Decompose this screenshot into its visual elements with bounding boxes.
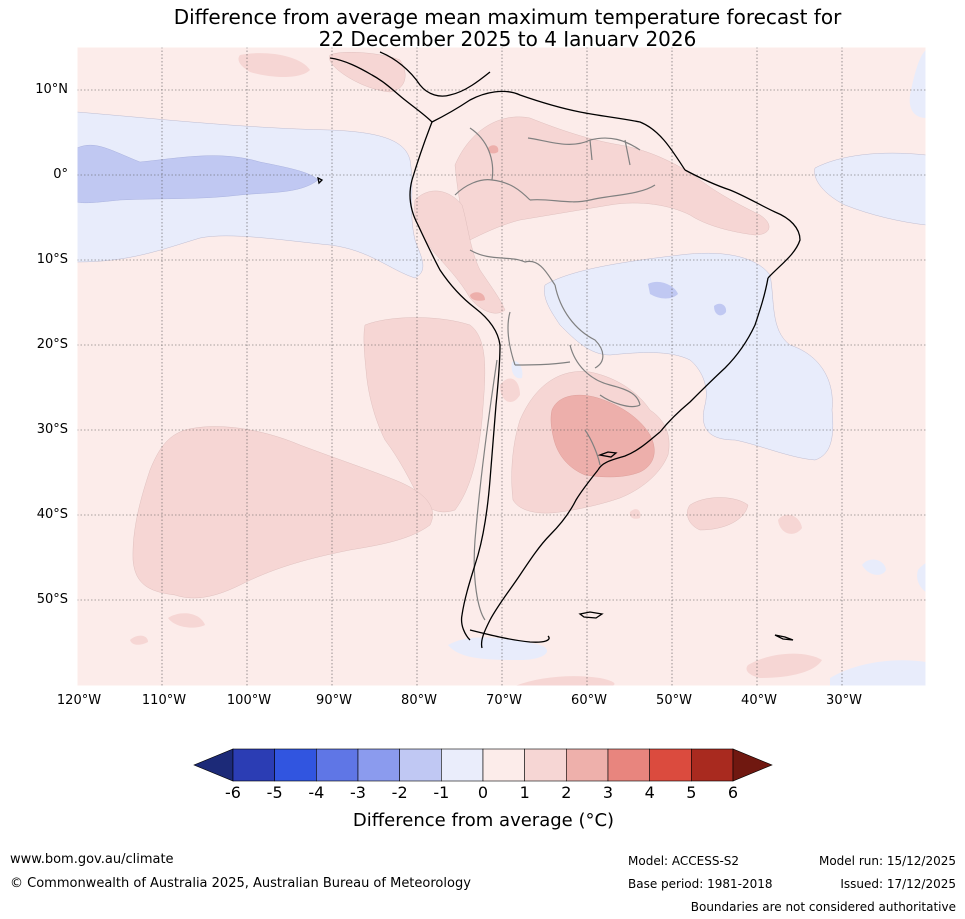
lat-label-50s: 50°S xyxy=(36,592,68,607)
country-borders xyxy=(454,127,656,621)
anomaly-region-neg2-central-brazil xyxy=(648,281,678,299)
colorbar-segment xyxy=(232,748,275,782)
anomaly-region-pos3-amazon-small xyxy=(487,145,499,154)
anomaly-region-pos3-peru-small xyxy=(470,292,485,301)
lat-label-40s: 40°S xyxy=(36,507,68,522)
footer-copyright: © Commonwealth of Australia 2025, Austra… xyxy=(10,876,471,891)
anomaly-region-pos2-south-tip xyxy=(515,676,615,686)
anomaly-region-neg1-southeast-corner xyxy=(830,660,926,686)
anomaly-field xyxy=(77,47,926,686)
colorbar-extend-low xyxy=(193,748,234,782)
colorbar-tick-label: 1 xyxy=(519,783,530,802)
lat-label-10s: 10°S xyxy=(36,252,68,267)
anomaly-region-pos2-pacific-south-patch xyxy=(168,613,205,628)
chart-title-line1: Difference from average mean maximum tem… xyxy=(173,5,842,29)
colorbar-segment xyxy=(274,748,317,782)
lat-label-0: 0° xyxy=(53,167,68,182)
anomaly-region-neg2-east-brazil xyxy=(714,303,727,316)
anomaly-region-pos2-small-atlantic xyxy=(629,509,641,519)
coastline xyxy=(317,51,801,649)
lon-label-80w: 80°W xyxy=(401,693,437,708)
colorbar-segment xyxy=(357,748,400,782)
lon-label-40w: 40°W xyxy=(741,693,777,708)
anomaly-region-neg1-drake-passage xyxy=(448,637,548,660)
anomaly-region-pos2-caribbean-east xyxy=(238,53,310,77)
colorbar-segment xyxy=(649,748,692,782)
colorbar-tick-label: 6 xyxy=(727,783,739,802)
anomaly-region-neg1-atlantic-corner xyxy=(909,50,926,118)
colorbar-tick-label: 2 xyxy=(561,783,572,802)
lon-label-50w: 50°W xyxy=(656,693,692,708)
anomaly-region-pos2-east-pacific xyxy=(363,317,485,513)
anomaly-region-pos2-south-atlantic-c xyxy=(746,653,822,678)
map-frame xyxy=(76,46,927,687)
colorbar-tick-label: -1 xyxy=(433,783,450,802)
anomaly-region-neg1-atlantic-north xyxy=(814,152,926,226)
colorbar-tick-label: -5 xyxy=(266,783,283,802)
anomaly-region-pos2-peru xyxy=(414,190,506,314)
footer-website: www.bom.gov.au/climate xyxy=(10,852,174,867)
lon-label-70w: 70°W xyxy=(486,693,522,708)
footer-issued: Issued: 17/12/2025 xyxy=(840,877,956,891)
colorbar-segment xyxy=(607,748,650,782)
colorbar-segment xyxy=(691,748,734,782)
colorbar-segment xyxy=(316,748,359,782)
colorbar-tick-label: 0 xyxy=(477,783,489,802)
colorbar-label: Difference from average (°C) xyxy=(352,810,615,831)
colorbar-segment xyxy=(441,748,484,782)
colorbar xyxy=(193,748,773,782)
colorbar-tick-label: -2 xyxy=(391,783,408,802)
lat-label-20s: 20°S xyxy=(36,337,68,352)
colorbar-extend-high xyxy=(732,748,773,782)
lon-label-60w: 60°W xyxy=(571,693,607,708)
colorbar-tick-label: 4 xyxy=(644,783,655,802)
footer-model-run: Model run: 15/12/2025 xyxy=(818,854,956,868)
colorbar-segment xyxy=(399,748,442,782)
anomaly-region-pos2-south-atlantic-a xyxy=(687,497,749,531)
colorbar-segment xyxy=(524,748,567,782)
anomaly-region-pos2-south-pacific xyxy=(132,426,433,599)
lon-label-90w: 90°W xyxy=(316,693,352,708)
anomaly-region-pos2-pacific-tiny xyxy=(130,635,148,645)
graticule xyxy=(77,47,926,686)
anomaly-region-neg1-south-atlantic-small xyxy=(862,559,886,575)
footer-disclaimer: Boundaries are not considered authoritat… xyxy=(690,900,956,914)
colorbar-tick-label: -4 xyxy=(308,783,325,802)
colorbar-segment xyxy=(566,748,609,782)
anomaly-region-neg1-brazil-interior xyxy=(544,253,833,461)
lon-label-30w: 30°W xyxy=(826,693,862,708)
lat-label-10n: 10°N xyxy=(35,82,68,97)
colorbar-tick-label: 5 xyxy=(686,783,697,802)
lon-label-100w: 100°W xyxy=(226,693,272,708)
colorbar-tick-label: -6 xyxy=(225,783,241,802)
anomaly-region-pos2-south-atlantic-b xyxy=(778,514,802,534)
anomaly-region-pos2-amazon-north xyxy=(454,116,770,241)
colorbar-segment xyxy=(482,748,525,782)
lat-label-30s: 30°S xyxy=(36,422,68,437)
anomaly-region-pos3-uruguay xyxy=(550,395,655,478)
anomaly-region-pos2-argentina-north xyxy=(500,378,520,403)
colorbar-tick-label: -3 xyxy=(350,783,366,802)
anomaly-region-neg1-equatorial-pacific xyxy=(77,111,424,279)
footer-model: Model: ACCESS-S2 xyxy=(628,854,740,868)
anomaly-region-neg1-south-atlantic-edge xyxy=(917,563,926,592)
footer-base-period: Base period: 1981-2018 xyxy=(628,877,773,891)
colorbar-tick-label: 3 xyxy=(602,783,614,802)
lon-label-110w: 110°W xyxy=(141,693,187,708)
lon-label-120w: 120°W xyxy=(56,693,102,708)
